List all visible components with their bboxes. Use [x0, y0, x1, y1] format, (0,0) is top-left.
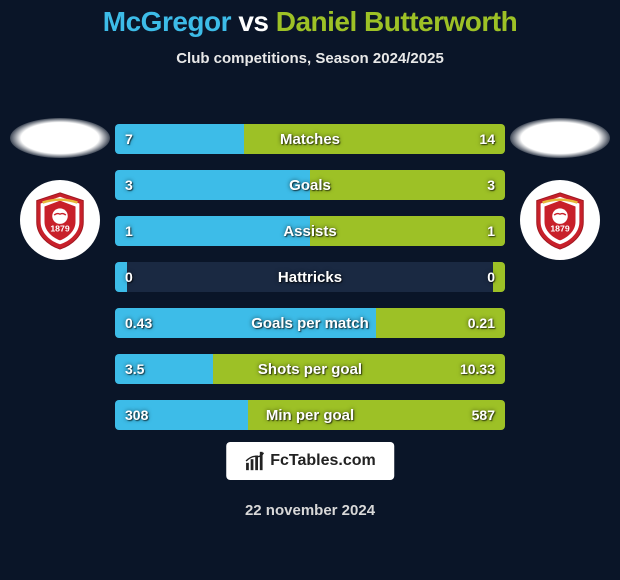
player2-club-badge: 1879	[520, 180, 600, 260]
comparison-title: McGregor vs Daniel Butterworth	[0, 0, 620, 38]
date-text: 22 november 2024	[0, 502, 620, 519]
stat-label: Assists	[115, 216, 505, 246]
player1-name: McGregor	[103, 6, 231, 37]
subtitle: Club competitions, Season 2024/2025	[0, 50, 620, 67]
stat-label: Min per goal	[115, 400, 505, 430]
logo-text: FcTables.com	[270, 452, 376, 470]
chart-icon	[244, 450, 266, 472]
stat-label: Goals	[115, 170, 505, 200]
stats-bars: 714Matches 33Goals 11Assists 00Hattricks 0.4…	[115, 124, 505, 446]
stat-row: 3.510.33Shots per goal	[115, 354, 505, 384]
vs-text: vs	[238, 6, 268, 37]
stat-label: Matches	[115, 124, 505, 154]
player1-photo-placeholder	[10, 118, 110, 158]
stat-label: Hattricks	[115, 262, 505, 292]
stat-row: 11Assists	[115, 216, 505, 246]
stat-row: 0.430.21Goals per match	[115, 308, 505, 338]
stat-row: 00Hattricks	[115, 262, 505, 292]
stat-label: Goals per match	[115, 308, 505, 338]
stat-row: 308587Min per goal	[115, 400, 505, 430]
stat-row: 33Goals	[115, 170, 505, 200]
stat-label: Shots per goal	[115, 354, 505, 384]
club-crest-icon: 1879	[529, 189, 591, 251]
stat-row: 714Matches	[115, 124, 505, 154]
club-crest-icon: 1879	[29, 189, 91, 251]
player1-club-badge: 1879	[20, 180, 100, 260]
svg-text:1879: 1879	[550, 224, 570, 234]
player2-photo-placeholder	[510, 118, 610, 158]
fctables-logo[interactable]: FcTables.com	[226, 442, 394, 480]
svg-text:1879: 1879	[50, 224, 70, 234]
player2-name: Daniel Butterworth	[276, 6, 517, 37]
